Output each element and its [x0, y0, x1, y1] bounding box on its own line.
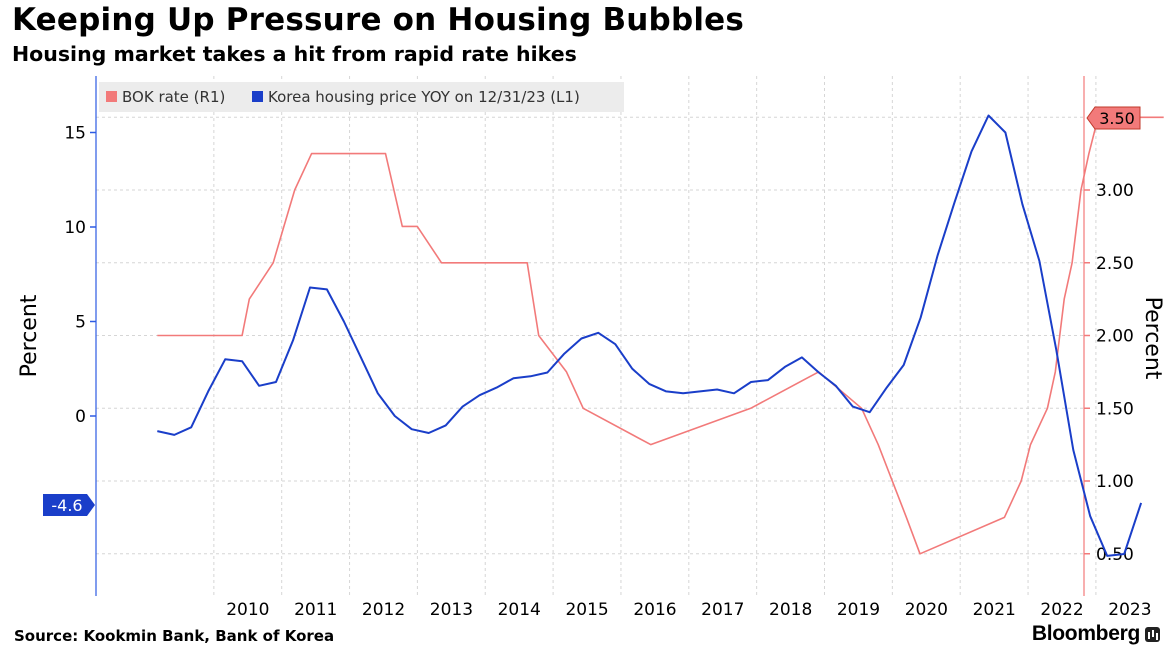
housing-yoy-line: [157, 114, 1143, 557]
x-tick-label: 2017: [701, 600, 744, 620]
left-tick-label: 0: [75, 407, 86, 427]
right-tick-label: 3.00: [1096, 181, 1134, 201]
right-tick-label: 2.50: [1096, 254, 1134, 274]
legend-swatch-bok-rate: [106, 91, 117, 102]
x-tick-label: 2011: [294, 600, 337, 620]
legend: BOK rate (R1) Korea housing price YOY on…: [99, 82, 624, 112]
legend-swatch-housing-yoy: [252, 91, 263, 102]
x-tick-label: 2016: [633, 600, 676, 620]
end-label-housing-yoy-tag: [43, 494, 95, 516]
right-tick-label: 1.00: [1096, 472, 1134, 492]
end-label-housing-yoy: -4.6: [43, 494, 95, 516]
left-tick-label: 10: [64, 218, 86, 238]
right-tick-label: 2.00: [1096, 327, 1134, 347]
left-tick-label: 5: [75, 313, 86, 333]
chart-title: Keeping Up Pressure on Housing Bubbles: [12, 2, 745, 38]
end-label-bok-rate-tag: [1086, 106, 1141, 130]
right-tick-label: 1.50: [1096, 399, 1134, 419]
legend-background: [99, 82, 624, 112]
end-label-bok-rate-value: 3.50: [1099, 109, 1135, 128]
series: [157, 114, 1164, 557]
x-tick-label: 2021: [973, 600, 1016, 620]
right-axis-label: Percent: [1140, 297, 1165, 380]
x-tick-label: 2010: [226, 600, 269, 620]
legend-label-bok-rate: BOK rate (R1): [122, 88, 225, 106]
x-tick-label: 2018: [769, 600, 812, 620]
end-label-bok-rate: 3.50: [1086, 106, 1141, 130]
bloomberg-terminal-icon: [1145, 627, 1160, 642]
left-axis-label: Percent: [17, 294, 42, 377]
bok-rate-line: [157, 116, 1164, 555]
gridlines: [96, 76, 1097, 596]
legend-label-housing-yoy: Korea housing price YOY on 12/31/23 (L1): [268, 88, 580, 106]
x-tick-label: 2015: [565, 600, 608, 620]
left-tick-label: 15: [64, 124, 86, 144]
x-tick-label: 2022: [1040, 600, 1083, 620]
x-tick-label: 2023: [1108, 600, 1151, 620]
source-note: Source: Kookmin Bank, Bank of Korea: [14, 627, 335, 645]
chart-subtitle: Housing market takes a hit from rapid ra…: [12, 42, 577, 66]
x-tick-label: 2012: [362, 600, 405, 620]
bloomberg-logo: Bloomberg: [1031, 622, 1140, 645]
x-tick-label: 2013: [430, 600, 473, 620]
end-label-housing-yoy-value: -4.6: [51, 496, 82, 515]
x-tick-label: 2020: [905, 600, 948, 620]
x-tick-label: 2014: [498, 600, 541, 620]
x-tick-label: 2019: [837, 600, 880, 620]
